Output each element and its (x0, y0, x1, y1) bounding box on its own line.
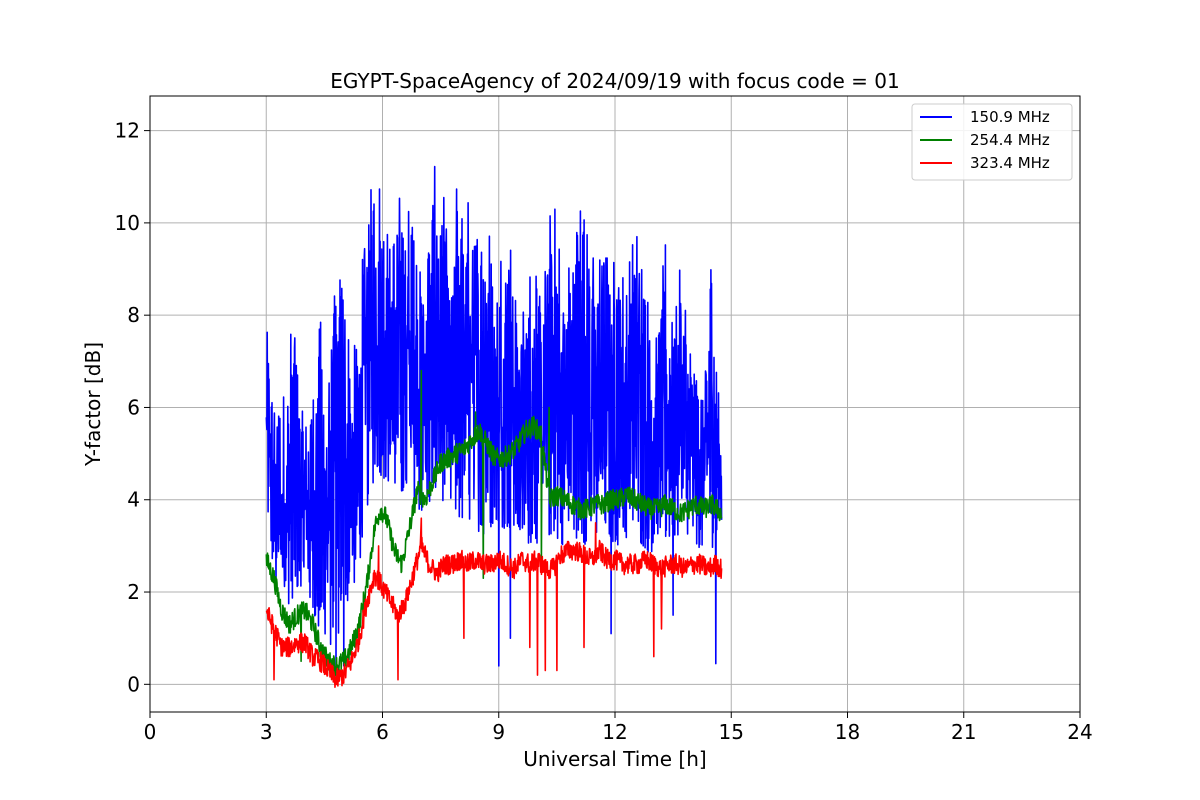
chart-title: EGYPT-SpaceAgency of 2024/09/19 with foc… (330, 69, 899, 93)
y-tick-label: 0 (127, 672, 140, 696)
x-axis-title: Universal Time [h] (523, 747, 706, 771)
y-tick-label: 8 (127, 303, 140, 327)
y-axis-title: Y-factor [dB] (81, 342, 105, 467)
y-tick-label: 12 (115, 119, 140, 143)
legend-box (911, 103, 1073, 181)
x-tick-label: 24 (1067, 720, 1092, 744)
series-254-4-mhz (265, 369, 723, 677)
x-tick-label: 0 (144, 720, 157, 744)
legend-label: 323.4 MHz (970, 154, 1050, 172)
series-line (265, 165, 723, 681)
x-tick-label: 15 (719, 720, 744, 744)
y-tick-label: 4 (127, 488, 140, 512)
y-tick-label: 6 (127, 395, 140, 419)
x-tick-label: 21 (951, 720, 976, 744)
x-tick-label: 12 (602, 720, 627, 744)
legend-label: 254.4 MHz (970, 131, 1050, 149)
series-323-4-mhz (265, 517, 723, 688)
series-150-9-mhz (265, 165, 723, 681)
x-tick-label: 18 (835, 720, 860, 744)
x-tick-label: 3 (260, 720, 273, 744)
y-tick-label: 2 (127, 580, 140, 604)
legend: 150.9 MHz 254.4 MHz 323.4 MHz (911, 103, 1073, 181)
y-tick-label: 10 (115, 211, 140, 235)
series-line (265, 369, 723, 677)
x-tick-label: 9 (492, 720, 505, 744)
series-layer (265, 165, 723, 688)
legend-label: 150.9 MHz (970, 108, 1050, 126)
series-line (265, 517, 723, 688)
x-tick-label: 6 (376, 720, 389, 744)
